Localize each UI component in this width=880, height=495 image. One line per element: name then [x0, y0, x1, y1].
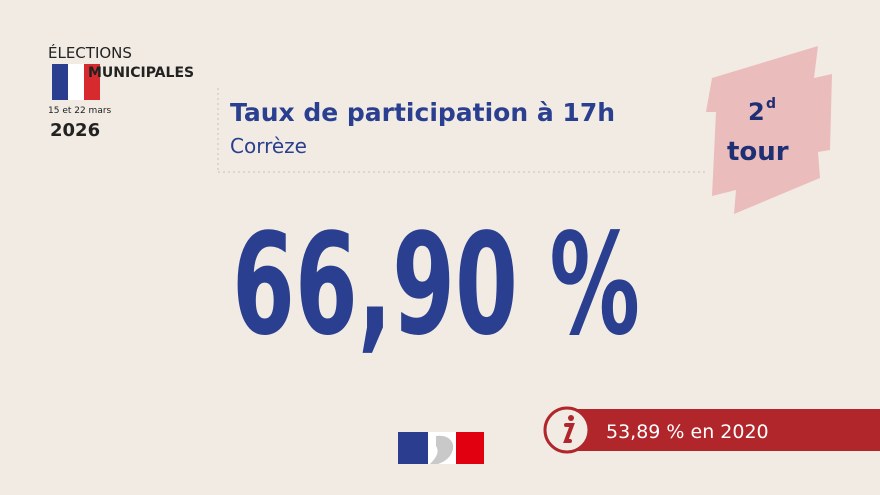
- logo-marianne: [430, 435, 454, 464]
- badge-word: tour: [727, 137, 789, 167]
- note-banner: 53,89 % en 2020: [543, 406, 880, 454]
- badge-number: 2: [748, 98, 765, 126]
- flag-blue: [52, 64, 68, 100]
- note-text: 53,89 % en 2020: [606, 421, 769, 443]
- logo-red: [456, 432, 484, 464]
- round-badge: 2 d tour: [706, 46, 832, 214]
- logo-line1: ÉLECTIONS: [48, 43, 132, 62]
- note-bar: [566, 409, 880, 451]
- header-title: Taux de participation à 17h: [230, 98, 615, 127]
- main-value: 66,90 %: [232, 204, 640, 367]
- info-icon: [543, 406, 591, 454]
- government-logo: [398, 432, 484, 464]
- logo-blue: [398, 432, 428, 464]
- logo-year: 2026: [50, 120, 100, 141]
- flag-white: [68, 64, 84, 100]
- info-dot: [568, 415, 574, 421]
- election-logo: ÉLECTIONS MUNICIPALES 15 et 22 mars 2026: [48, 43, 194, 141]
- badge-shape: [706, 46, 832, 214]
- header-subtitle: Corrèze: [230, 134, 307, 158]
- logo-dates: 15 et 22 mars: [48, 106, 112, 116]
- logo-line2: MUNICIPALES: [88, 65, 194, 81]
- badge-superscript: d: [766, 96, 776, 112]
- flag-red: [84, 64, 100, 100]
- info-stem: [563, 423, 575, 443]
